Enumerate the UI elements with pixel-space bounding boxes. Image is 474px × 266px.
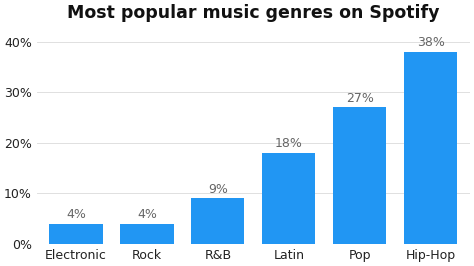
- Text: 18%: 18%: [275, 138, 303, 150]
- Bar: [333, 107, 386, 244]
- Bar: [191, 198, 245, 244]
- Text: 9%: 9%: [208, 183, 228, 196]
- Text: 4%: 4%: [137, 208, 157, 221]
- Title: Most popular music genres on Spotify: Most popular music genres on Spotify: [67, 4, 439, 22]
- Bar: [262, 153, 316, 244]
- Bar: [404, 52, 457, 244]
- Bar: [120, 224, 173, 244]
- Text: 27%: 27%: [346, 92, 374, 105]
- Text: 38%: 38%: [417, 36, 445, 49]
- Text: 4%: 4%: [66, 208, 86, 221]
- Bar: [49, 224, 102, 244]
